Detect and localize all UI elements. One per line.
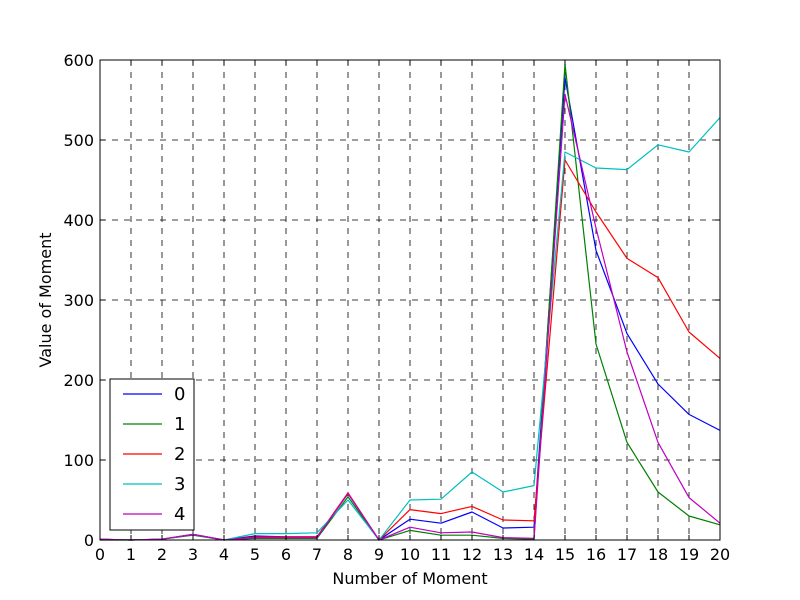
x-tick-label: 0 [95,545,105,564]
x-tick-label: 8 [343,545,353,564]
legend-label-2: 2 [174,444,185,465]
y-axis-label: Value of Moment [36,233,55,368]
x-tick-label: 19 [679,545,699,564]
legend-label-1: 1 [174,414,185,435]
x-tick-label: 6 [281,545,291,564]
x-tick-label: 12 [462,545,482,564]
legend-label-0: 0 [174,384,185,405]
y-tick-label: 100 [63,451,94,470]
x-axis-label: Number of Moment [332,569,487,588]
x-tick-label: 17 [617,545,637,564]
x-tick-label: 11 [431,545,451,564]
x-tick-label: 9 [374,545,384,564]
x-tick-label: 16 [586,545,606,564]
y-tick-label: 500 [63,131,94,150]
series-line-4 [99,93,721,541]
legend-label-4: 4 [174,504,185,525]
x-tick-label: 4 [219,545,229,564]
y-tick-label: 0 [84,531,94,550]
y-tick-label: 300 [63,291,94,310]
series-lines [99,63,721,541]
y-tick-label: 400 [63,211,94,230]
x-tick-label: 13 [493,545,513,564]
x-tick-label: 20 [710,545,730,564]
x-tick-label: 5 [250,545,260,564]
ticks: 0 1 2 3 4 5 6 7 8 9 10 11 12 13 14 15 16 17 18 19 2001002003… [63,51,730,564]
x-tick-label: 7 [312,545,322,564]
x-tick-label: 3 [188,545,198,564]
x-tick-label: 18 [648,545,668,564]
y-tick-label: 200 [63,371,94,390]
x-tick-label: 1 [126,545,136,564]
grid [100,60,720,540]
y-tick-label: 600 [63,51,94,70]
x-tick-label: 15 [555,545,575,564]
legend-label-3: 3 [174,474,185,495]
x-tick-label: 14 [524,545,544,564]
legend: 0 1 2 3 4 [109,378,195,531]
x-tick-label: 2 [157,545,167,564]
x-tick-label: 10 [400,545,420,564]
